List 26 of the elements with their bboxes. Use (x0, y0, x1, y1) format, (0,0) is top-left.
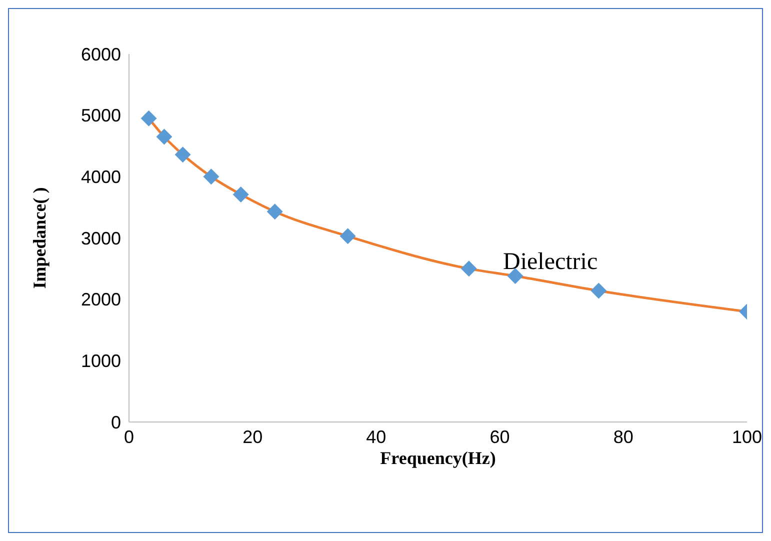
point (460, 260, 477, 277)
x-tick-label: 100 (732, 426, 762, 447)
y-tick-label: 5000 (80, 106, 121, 126)
x-tick-label: 40 (366, 426, 386, 447)
y-tick-label: 1000 (80, 351, 121, 372)
point (590, 282, 607, 299)
point (203, 168, 220, 185)
y-tick-label: 0 (110, 412, 121, 432)
x-tick-label: 60 (490, 426, 510, 447)
point (140, 110, 157, 126)
point (507, 268, 524, 284)
y-tick-label: 3000 (80, 228, 121, 248)
point (266, 204, 283, 220)
x-tick-label: 80 (613, 426, 634, 447)
y-axis-title: Impedance( ) (29, 187, 50, 289)
point (156, 128, 172, 145)
point (232, 186, 249, 202)
x-tick-label: 0 (124, 426, 134, 447)
y-tick-label: 4000 (80, 167, 121, 188)
point (174, 146, 191, 163)
annotation: Dielectric (503, 249, 598, 276)
x-tick-label: 20 (242, 426, 263, 447)
x-axis-title: Frequency(Hz) (380, 448, 496, 468)
y-tick-label: 6000 (80, 44, 121, 64)
point (340, 228, 356, 244)
y-tick-label: 2000 (80, 290, 121, 310)
